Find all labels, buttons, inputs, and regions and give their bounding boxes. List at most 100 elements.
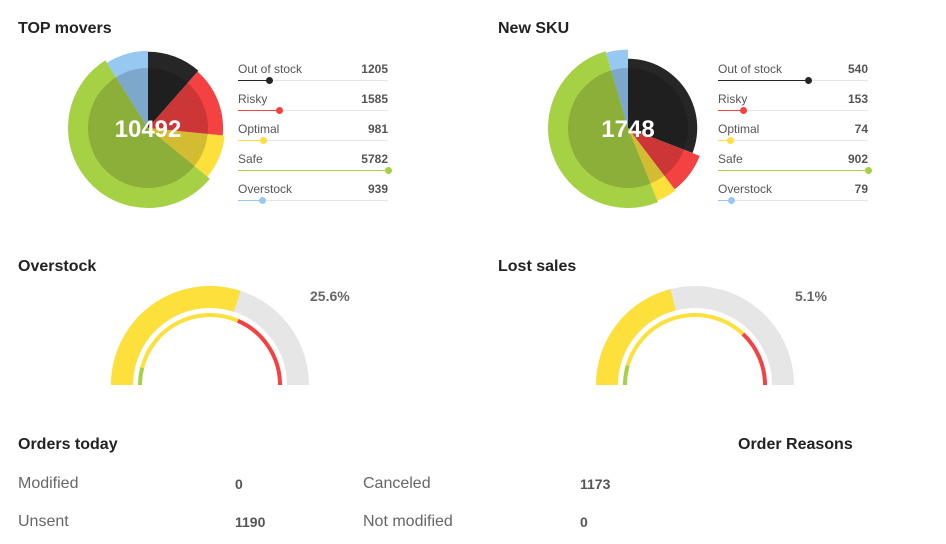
gauge-outer-fill	[111, 286, 241, 386]
pie-slice-safe[interactable]	[68, 60, 210, 208]
legend-label: Optimal	[718, 122, 760, 136]
modified-label: Modified	[18, 475, 79, 492]
legend-item-safe[interactable]: Safe 5782	[238, 149, 392, 179]
overstock-gauge[interactable]	[100, 280, 320, 390]
pie-slice-safe[interactable]	[548, 51, 659, 208]
legend-label: Safe	[238, 152, 263, 166]
legend-bar	[718, 80, 808, 81]
pie-slice-risky[interactable]	[148, 71, 224, 136]
legend-value: 902	[847, 152, 868, 166]
lost-sales-gauge[interactable]	[585, 280, 805, 390]
gauge-inner-risky	[741, 332, 767, 386]
legend-label: Out of stock	[718, 62, 783, 76]
overstock-title: Overstock	[18, 258, 97, 275]
unsent-label: Unsent	[18, 513, 69, 530]
lost-sales-percent: 5.1%	[795, 288, 827, 304]
legend-label: Risky	[238, 92, 268, 106]
legend-value: 74	[854, 122, 868, 136]
top-movers-title: TOP movers	[18, 20, 112, 37]
legend-track	[238, 80, 388, 81]
legend-item-risky[interactable]: Risky 153	[718, 89, 868, 119]
order-reasons-title: Order Reasons	[738, 436, 853, 453]
legend-track	[718, 140, 868, 141]
gauge-inner-safe	[623, 364, 630, 386]
new-sku-legend: Out of stock 540 Risky 153 Optimal 74 Safe 902 O…	[718, 59, 872, 209]
pie-center-total: 10492	[115, 116, 182, 143]
pie-slice-overstock[interactable]	[606, 49, 628, 129]
modified-value: 0	[235, 476, 243, 492]
legend-track	[718, 110, 868, 111]
legend-value: 981	[367, 122, 388, 136]
lost-sales-title: Lost sales	[498, 258, 577, 275]
legend-dot	[385, 167, 392, 174]
legend-label: Overstock	[238, 182, 293, 196]
gauge-inner-safe	[138, 367, 145, 386]
legend-value: 939	[367, 182, 388, 196]
legend-bar	[238, 80, 270, 81]
legend-bar	[718, 110, 744, 111]
legend-bar	[718, 170, 868, 171]
pie-slice-optimal[interactable]	[628, 128, 676, 201]
gauge-inner-risky	[236, 318, 282, 386]
legend-value: 153	[847, 92, 868, 106]
canceled-value: 1173	[580, 476, 611, 492]
legend-label: Out of stock	[238, 62, 303, 76]
overstock-percent: 25.6%	[310, 288, 350, 304]
legend-bar	[238, 110, 280, 111]
gauge-inner-optimal	[140, 313, 239, 369]
pie-inner-disc	[88, 68, 208, 188]
legend-dot	[276, 107, 284, 114]
canceled-label: Canceled	[363, 475, 431, 492]
legend-label: Optimal	[238, 122, 280, 136]
legend-dot	[740, 107, 748, 114]
legend-dot	[259, 197, 267, 204]
legend-track	[238, 140, 388, 141]
orders-today-title: Orders today	[18, 436, 118, 453]
pie-slice-overstock[interactable]	[106, 50, 148, 128]
legend-dot	[266, 77, 274, 84]
legend-label: Overstock	[718, 182, 773, 196]
legend-bar	[238, 200, 263, 201]
legend-dot	[727, 137, 735, 144]
gauge-inner-optimal	[625, 313, 745, 367]
legend-item-safe[interactable]: Safe 902	[718, 149, 872, 179]
pie-slice-out-of-stock[interactable]	[148, 51, 199, 128]
gauge-outer-fill	[596, 289, 677, 386]
legend-label: Safe	[718, 152, 743, 166]
new-sku-title: New SKU	[498, 20, 570, 37]
legend-item-out-of-stock[interactable]: Out of stock 1205	[238, 59, 388, 89]
legend-dot	[804, 77, 812, 84]
legend-label: Risky	[718, 92, 748, 106]
pie-slice-risky[interactable]	[628, 128, 700, 190]
legend-track	[238, 110, 388, 111]
legend-value: 1585	[361, 92, 388, 106]
legend-track	[238, 200, 388, 201]
legend-bar	[238, 140, 264, 141]
pie-inner-disc	[568, 68, 688, 188]
legend-bar	[238, 170, 388, 171]
not-modified-label: Not modified	[363, 513, 453, 530]
legend-bar	[718, 140, 731, 141]
legend-item-risky[interactable]: Risky 1585	[238, 89, 388, 119]
pie-slice-out-of-stock[interactable]	[628, 58, 698, 154]
not-modified-value: 0	[580, 514, 588, 530]
pie-center-total: 1748	[601, 116, 654, 143]
legend-value: 79	[854, 182, 868, 196]
pie-slice-optimal[interactable]	[148, 128, 225, 177]
legend-dot	[728, 197, 736, 204]
top-movers-legend: Out of stock 1205 Risky 1585 Optimal 981 Safe 5…	[238, 59, 392, 209]
legend-item-optimal[interactable]: Optimal 981	[238, 119, 388, 149]
legend-item-optimal[interactable]: Optimal 74	[718, 119, 868, 149]
legend-item-out-of-stock[interactable]: Out of stock 540	[718, 59, 868, 89]
legend-dot	[865, 167, 872, 174]
top-movers-pie[interactable]: 10492	[66, 46, 230, 210]
legend-item-overstock[interactable]: Overstock 79	[718, 179, 868, 209]
legend-item-overstock[interactable]: Overstock 939	[238, 179, 388, 209]
legend-value: 5782	[361, 152, 388, 166]
legend-track	[718, 200, 868, 201]
legend-value: 540	[847, 62, 868, 76]
legend-bar	[718, 200, 732, 201]
new-sku-pie[interactable]: 1748	[546, 46, 710, 210]
unsent-value: 1190	[235, 514, 266, 530]
legend-value: 1205	[361, 62, 388, 76]
